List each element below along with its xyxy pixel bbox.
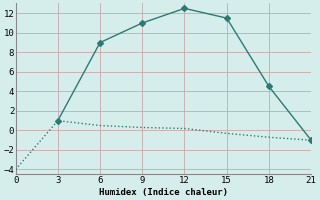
X-axis label: Humidex (Indice chaleur): Humidex (Indice chaleur) (99, 188, 228, 197)
